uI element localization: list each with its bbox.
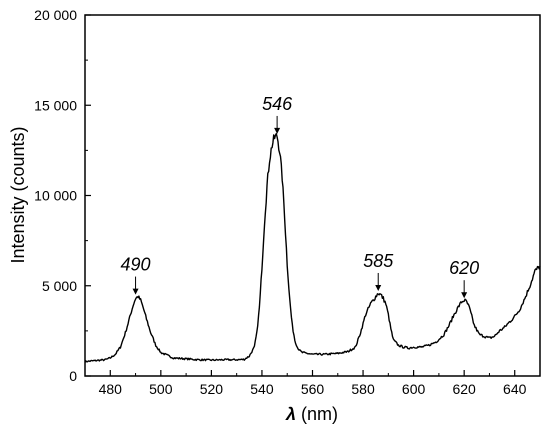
x-tick-label: 600 bbox=[402, 381, 426, 397]
x-tick-label: 560 bbox=[301, 381, 325, 397]
peak-arrow-head bbox=[375, 284, 382, 291]
x-tick-label: 540 bbox=[250, 381, 274, 397]
peak-arrow-head bbox=[132, 288, 139, 295]
y-tick-label: 0 bbox=[69, 368, 77, 384]
y-axis-ticks: 0 5 000 10 000 15 000 20 000 bbox=[34, 7, 91, 384]
y-axis-title: Intensity (counts) bbox=[8, 126, 28, 263]
x-tick-label: 500 bbox=[149, 381, 173, 397]
plot-area bbox=[84, 14, 541, 377]
x-tick-label: 480 bbox=[99, 381, 123, 397]
peak-arrow-head bbox=[274, 127, 281, 134]
peak-label: 546 bbox=[262, 94, 293, 114]
y-tick-label: 15 000 bbox=[34, 97, 77, 113]
x-axis-title: λ (nm) bbox=[285, 404, 338, 424]
peak-annotation: 490 bbox=[121, 255, 151, 295]
x-tick-label: 620 bbox=[452, 381, 476, 397]
x-axis-symbol: λ bbox=[285, 404, 296, 424]
x-tick-label: 580 bbox=[351, 381, 375, 397]
peak-label: 585 bbox=[363, 251, 394, 271]
y-tick-label: 20 000 bbox=[34, 7, 77, 23]
peak-annotation: 585 bbox=[363, 251, 394, 291]
series-line bbox=[84, 132, 541, 363]
y-tick-label: 5 000 bbox=[42, 278, 77, 294]
peak-label: 490 bbox=[121, 255, 151, 275]
peak-annotation: 546 bbox=[262, 94, 293, 134]
x-tick-label: 520 bbox=[200, 381, 224, 397]
x-axis-unit: (nm) bbox=[296, 404, 338, 424]
peak-arrow-head bbox=[461, 292, 468, 299]
peak-annotations: 490 546 585 620 bbox=[121, 94, 479, 299]
plot-frame bbox=[84, 14, 541, 377]
peak-label: 620 bbox=[449, 258, 479, 278]
peak-annotation: 620 bbox=[449, 258, 479, 299]
x-tick-label: 640 bbox=[503, 381, 527, 397]
x-axis-ticks: 480 500 520 540 560 580 600 620 640 bbox=[84, 370, 541, 397]
y-tick-label: 10 000 bbox=[34, 188, 77, 204]
